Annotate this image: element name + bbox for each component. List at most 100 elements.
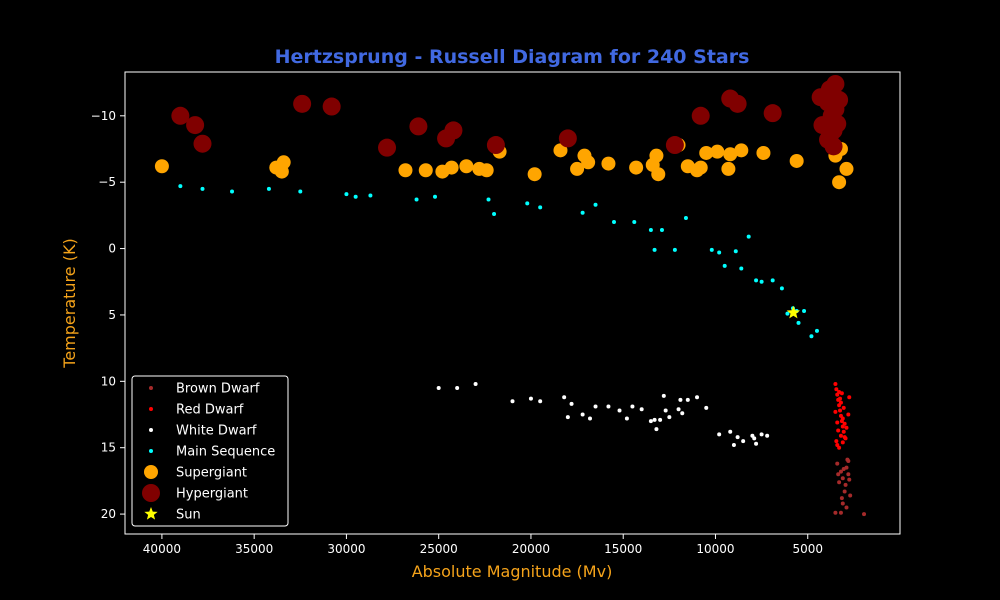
supergiant-point bbox=[723, 147, 738, 162]
white-dwarf-point bbox=[728, 429, 733, 434]
legend-brown-dwarf-marker bbox=[149, 386, 153, 390]
white-dwarf-point bbox=[663, 408, 668, 413]
main-sequence-point bbox=[298, 189, 303, 194]
main-sequence-point bbox=[754, 278, 759, 283]
main-sequence-point bbox=[739, 266, 744, 271]
legend-main-sequence-marker bbox=[149, 449, 153, 453]
white-dwarf-point bbox=[752, 436, 757, 441]
hypergiant-point bbox=[444, 121, 463, 140]
main-sequence-point bbox=[779, 286, 784, 291]
main-sequence-point bbox=[770, 278, 775, 283]
supergiant-point bbox=[832, 175, 847, 190]
white-dwarf-point bbox=[704, 405, 709, 410]
white-dwarf-point bbox=[735, 435, 740, 440]
red-dwarf-point bbox=[834, 387, 839, 392]
y-tick-label: −5 bbox=[98, 175, 116, 189]
legend-brown-dwarf-label: Brown Dwarf bbox=[176, 382, 260, 397]
supergiant-point bbox=[577, 148, 592, 163]
red-dwarf-point bbox=[837, 389, 842, 394]
legend-white-dwarf-marker bbox=[149, 428, 153, 432]
main-sequence-point bbox=[652, 247, 657, 252]
white-dwarf-point bbox=[680, 411, 685, 416]
y-axis-label: Temperature (K) bbox=[60, 238, 79, 368]
red-dwarf-point bbox=[841, 405, 846, 410]
hypergiant-point bbox=[171, 106, 190, 125]
supergiant-point bbox=[651, 167, 666, 182]
hypergiant-point bbox=[186, 116, 205, 135]
x-tick-label: 15000 bbox=[604, 542, 642, 556]
main-sequence-point bbox=[722, 263, 727, 268]
red-dwarf-point bbox=[841, 429, 846, 434]
main-sequence-point bbox=[733, 249, 738, 254]
hypergiant-point bbox=[820, 126, 839, 145]
hypergiant-point bbox=[691, 106, 710, 125]
legend-box bbox=[131, 375, 289, 527]
x-axis-label: Absolute Magnitude (Mv) bbox=[412, 562, 613, 581]
brown-dwarf-point bbox=[837, 480, 842, 485]
data-points bbox=[154, 74, 867, 517]
sun-point bbox=[786, 305, 801, 319]
x-axis-ticks: 40000 35000 30000 25000 20000 15000 10000 5000 bbox=[143, 534, 823, 556]
brown-dwarf-point bbox=[839, 496, 844, 501]
main-sequence-point bbox=[433, 194, 437, 199]
white-dwarf-point bbox=[754, 441, 759, 446]
supergiant-point bbox=[527, 167, 542, 182]
red-dwarf-point bbox=[833, 409, 838, 414]
hypergiant-point bbox=[558, 129, 577, 148]
red-dwarf-point bbox=[835, 420, 840, 425]
white-dwarf-point bbox=[538, 399, 543, 404]
supergiant-point bbox=[398, 163, 413, 178]
legend-supergiant-label: Supergiant bbox=[176, 466, 247, 481]
main-sequence-point bbox=[178, 184, 183, 189]
main-sequence-point bbox=[230, 189, 235, 194]
legend-hypergiant-marker bbox=[142, 484, 160, 502]
brown-dwarf-point bbox=[841, 466, 846, 471]
white-dwarf-point bbox=[741, 439, 746, 444]
white-dwarf-point bbox=[654, 427, 659, 432]
brown-dwarf-point bbox=[838, 510, 843, 515]
supergiant-point bbox=[479, 163, 494, 178]
white-dwarf-point bbox=[676, 407, 681, 412]
white-dwarf-point bbox=[658, 417, 663, 422]
white-dwarf-point bbox=[661, 393, 666, 398]
y-tick-label: 10 bbox=[101, 374, 116, 388]
main-sequence-point bbox=[486, 197, 491, 202]
legend: Brown Dwarf Red Dwarf White Dwarf Main Sequ… bbox=[131, 375, 289, 527]
x-tick-label: 5000 bbox=[792, 542, 823, 556]
white-dwarf-point bbox=[667, 415, 672, 420]
supergiant-point bbox=[444, 160, 459, 175]
main-sequence-point bbox=[672, 247, 677, 252]
supergiant-point bbox=[649, 148, 664, 163]
main-sequence-point bbox=[659, 227, 664, 232]
legend-red-dwarf-marker bbox=[149, 407, 153, 411]
main-sequence-point bbox=[353, 194, 358, 199]
x-tick-label: 30000 bbox=[327, 542, 365, 556]
y-tick-label: 0 bbox=[108, 242, 116, 256]
main-sequence-point bbox=[814, 328, 819, 333]
main-sequence-point bbox=[683, 216, 688, 221]
main-sequence-point bbox=[709, 247, 714, 252]
supergiant-point bbox=[721, 161, 736, 176]
y-axis-ticks: −10 −5 0 5 10 15 20 bbox=[91, 109, 125, 521]
brown-dwarf-point bbox=[846, 472, 851, 477]
red-dwarf-point bbox=[842, 421, 847, 426]
supergiant-point bbox=[418, 163, 433, 178]
brown-dwarf-point bbox=[833, 510, 838, 515]
x-tick-label: 40000 bbox=[143, 542, 181, 556]
y-tick-label: −10 bbox=[91, 109, 116, 123]
legend-white-dwarf-label: White Dwarf bbox=[176, 424, 257, 439]
legend-sun-marker bbox=[144, 507, 158, 520]
hypergiant-point bbox=[665, 136, 684, 155]
red-dwarf-point bbox=[840, 440, 845, 445]
red-dwarf-point bbox=[838, 400, 843, 405]
white-dwarf-point bbox=[617, 408, 622, 413]
main-sequence-point bbox=[200, 186, 205, 191]
supergiant-point bbox=[154, 159, 169, 174]
supergiant-point bbox=[756, 145, 771, 160]
supergiant-point bbox=[710, 144, 725, 159]
main-sequence-point bbox=[802, 308, 807, 313]
main-sequence-point bbox=[580, 210, 585, 215]
supergiant-point bbox=[274, 164, 289, 179]
brown-dwarf-point bbox=[862, 512, 867, 517]
hypergiant-point bbox=[826, 74, 845, 93]
